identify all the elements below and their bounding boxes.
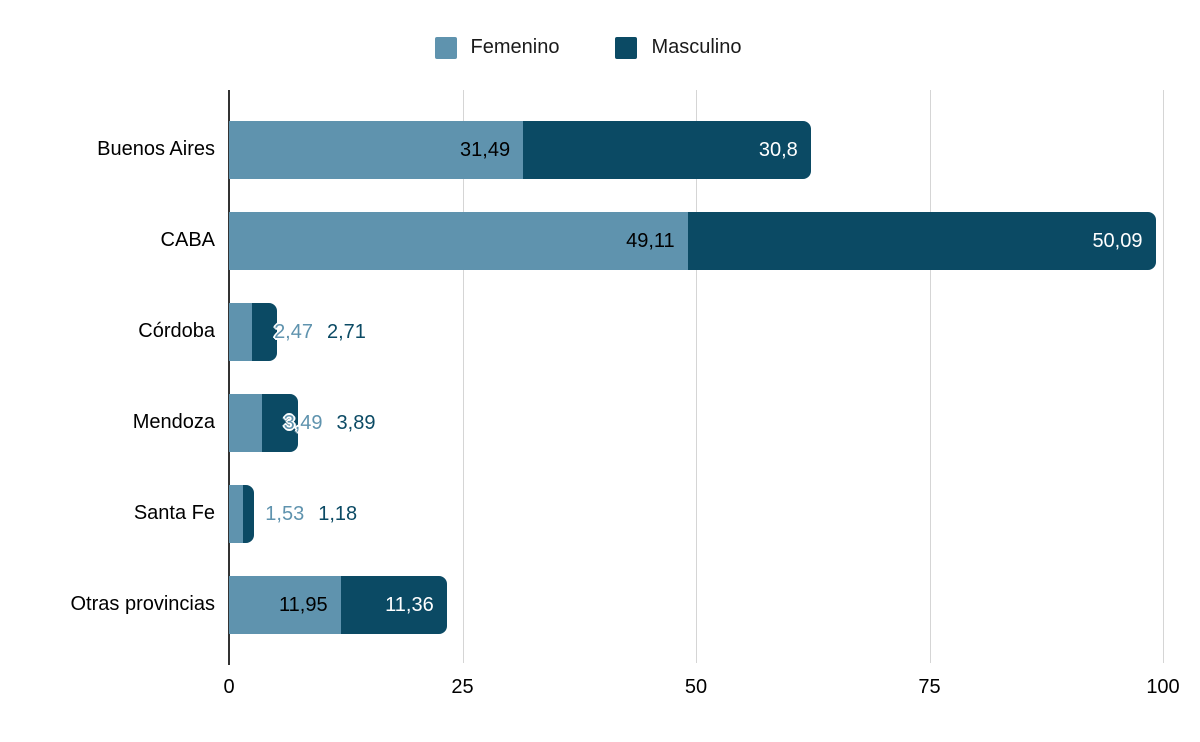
bar-value-label: 31,49 (460, 139, 511, 161)
bar-segment-masculino (261, 394, 298, 452)
bar-segment-masculino (340, 576, 447, 634)
gridline (1163, 90, 1164, 663)
bar-value-label: 11,95 (279, 594, 328, 616)
bar-value-label: 1,53 (265, 503, 305, 525)
category-label: Córdoba (138, 320, 215, 342)
gridline (462, 90, 464, 663)
bar-segment-femenino (229, 212, 688, 270)
y-axis-line (228, 90, 230, 665)
legend-item-masculino: Masculino (615, 36, 741, 59)
bar-segment-femenino (229, 303, 253, 361)
femenino-swatch (434, 36, 457, 59)
bar-value-label: 11,36 (385, 594, 434, 616)
gridline (929, 90, 931, 663)
bar-value-label: 49,11 (626, 230, 675, 252)
bar-segment-masculino (252, 303, 278, 361)
gridline (696, 90, 697, 663)
category-label: Mendoza (132, 411, 215, 433)
bar-segment-femenino (229, 121, 524, 179)
bar-segment-femenino (229, 576, 341, 634)
category-label: CABA (160, 229, 215, 251)
category-label: Santa Fe (133, 502, 215, 524)
x-tick-label: 50 (684, 676, 708, 698)
category-label: Otras provincias (70, 593, 216, 615)
legend-item-femenino: Femenino (434, 36, 560, 59)
bar-segment-masculino (687, 212, 1156, 270)
chart-legend: Femenino Masculino (0, 36, 1176, 59)
x-tick-label: 75 (918, 676, 941, 698)
bar-segment-femenino (229, 485, 244, 543)
outside-value-labels: 3,49 3,89 (284, 394, 376, 452)
outside-value-labels: 1,53 1,18 (265, 485, 357, 543)
legend-label-masculino: Masculino (651, 36, 742, 58)
bar-segment-femenino (229, 394, 262, 452)
x-tick-label: 0 (223, 676, 235, 698)
bar-value-label: 50,09 (1092, 230, 1143, 252)
bar-value-label: 2,47 (274, 321, 313, 343)
bar-segment-masculino (523, 121, 811, 179)
legend-label-femenino: Femenino (470, 36, 560, 58)
bar-value-label: 1,18 (318, 503, 358, 525)
x-tick-label: 100 (1146, 676, 1180, 698)
bar-segment-masculino (243, 485, 255, 543)
masculino-swatch (615, 36, 638, 59)
bar-value-label: 2,71 (327, 321, 366, 343)
bar-value-label: 3,89 (336, 412, 376, 434)
bar-value-label: 3,49 (283, 412, 323, 434)
bar-value-label: 30,8 (758, 139, 798, 161)
x-tick-label: 25 (451, 676, 474, 698)
outside-value-labels: 2,47 2,71 (274, 303, 366, 361)
category-label: Buenos Aires (97, 138, 215, 160)
